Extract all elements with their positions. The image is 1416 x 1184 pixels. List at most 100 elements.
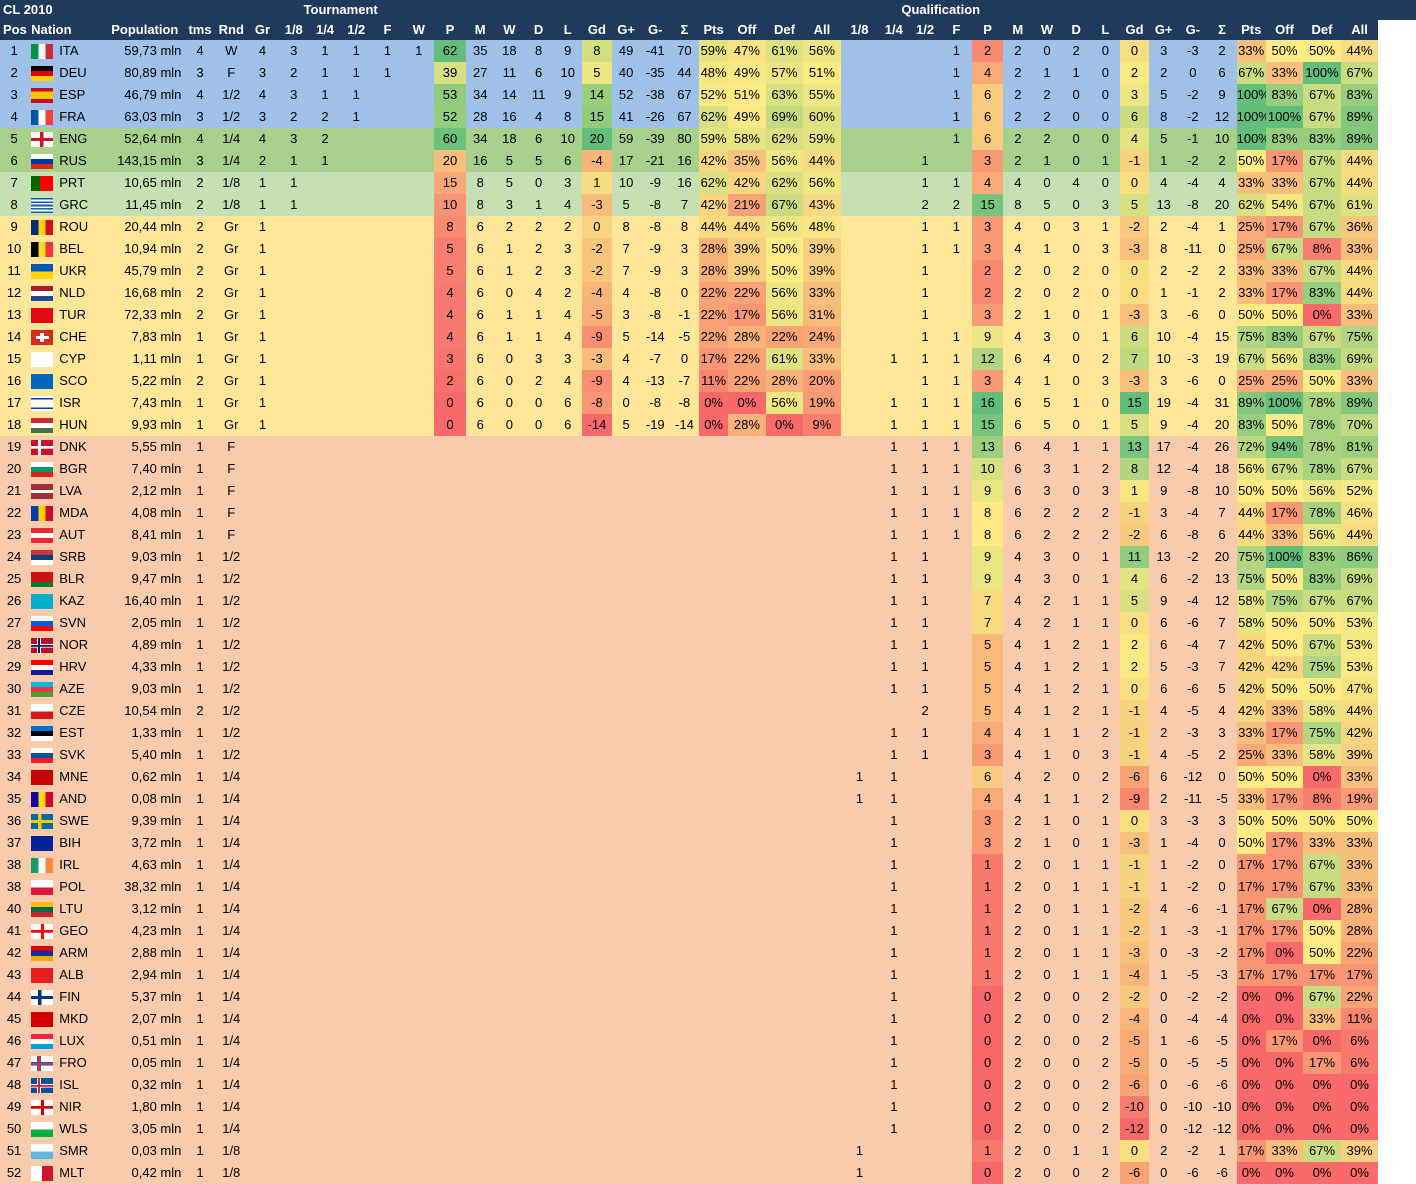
position-cell: 25 bbox=[6, 571, 22, 586]
qualification-stat-cell: -2 bbox=[1187, 571, 1199, 586]
tournament-stat-cell bbox=[766, 986, 804, 1008]
tournament-stat-cell bbox=[495, 1140, 524, 1162]
tournament-round-cell: 1 bbox=[383, 43, 392, 58]
tournament-round-cell bbox=[403, 1162, 434, 1184]
tournament-stat-cell bbox=[553, 612, 582, 634]
qualification-stat-cell: 33% bbox=[1265, 1140, 1304, 1162]
tournament-stat-cell bbox=[553, 1030, 582, 1052]
tournament-stat-cell: 3 bbox=[505, 197, 514, 212]
nation-cell: GRC bbox=[59, 197, 89, 212]
qualification-stat-cell: 44% bbox=[1236, 524, 1266, 546]
tournament-round-cell: 1 bbox=[258, 241, 267, 256]
teams-cell: 2 bbox=[196, 703, 204, 718]
qualification-stat-cell: 20 bbox=[1214, 549, 1230, 564]
teams-cell: 1 bbox=[196, 417, 204, 432]
qualification-stat-cell: 1 bbox=[1101, 307, 1109, 322]
tournament-round-cell bbox=[372, 216, 403, 238]
fro-flag-icon bbox=[31, 1056, 54, 1072]
tournament-stat-cell bbox=[803, 1030, 841, 1052]
tournament-stat-cell bbox=[612, 524, 641, 546]
qualification-stat-cell: 1 bbox=[971, 876, 1004, 898]
tournament-stat-cell: 0 bbox=[622, 395, 630, 410]
tournament-round-cell bbox=[403, 128, 434, 150]
population-cell: 7,83 mln bbox=[131, 329, 182, 344]
tournament-round-cell bbox=[403, 106, 434, 128]
qualification-stat-cell: 0 bbox=[1072, 373, 1080, 388]
tournament-stat-cell bbox=[524, 524, 553, 546]
qualification-round-cell: 1 bbox=[890, 527, 898, 542]
tournament-stat-cell bbox=[641, 1162, 670, 1184]
population-cell: 4,08 mln bbox=[131, 505, 182, 520]
qualification-round-cell bbox=[941, 612, 972, 634]
tournament-stat-cell: 4 bbox=[564, 329, 572, 344]
flag-cell bbox=[28, 304, 56, 326]
tournament-stat-cell bbox=[434, 920, 465, 942]
tournament-stat-cell: 10 bbox=[434, 194, 466, 216]
tournament-stat-cell: -4 bbox=[582, 150, 612, 172]
tournament-stat-cell: -13 bbox=[645, 373, 665, 388]
tournament-round-cell bbox=[309, 920, 340, 942]
tournament-stat-cell bbox=[766, 546, 804, 568]
round-cell: Gr bbox=[224, 241, 239, 256]
tournament-stat-cell: -19 bbox=[645, 417, 665, 432]
tournament-stat-cell bbox=[582, 788, 611, 810]
qualification-round-cell bbox=[878, 194, 909, 216]
qualification-round-cell bbox=[941, 876, 972, 898]
qualification-stat-cell: 86% bbox=[1340, 546, 1379, 568]
tournament-round-cell bbox=[309, 1162, 340, 1184]
tournament-stat-cell: -2 bbox=[582, 260, 612, 282]
qualification-stat-cell: 9 bbox=[971, 480, 1004, 502]
qualification-stat-cell: 2 bbox=[1072, 43, 1080, 58]
tournament-round-cell bbox=[247, 876, 278, 898]
tournament-stat-cell bbox=[524, 722, 553, 744]
qualification-stat-cell: -6 bbox=[1187, 307, 1199, 322]
tournament-stat-cell: 2 bbox=[534, 219, 543, 234]
qualification-stat-cell: 17% bbox=[1303, 1052, 1341, 1074]
qualification-stat-cell: 17% bbox=[1236, 964, 1266, 986]
tournament-stat-cell bbox=[728, 700, 766, 722]
tournament-stat-cell: 53 bbox=[434, 84, 466, 106]
tournament-round-cell bbox=[372, 282, 403, 304]
nation-cell: GEO bbox=[59, 923, 89, 938]
smr-flag-icon bbox=[31, 1144, 54, 1160]
tournament-stat-cell bbox=[728, 1096, 766, 1118]
qualification-stat-cell: 2 bbox=[971, 282, 1004, 304]
tournament-stat-cell bbox=[728, 986, 766, 1008]
tournament-stat-cell: -9 bbox=[582, 370, 612, 392]
tournament-stat-cell bbox=[466, 546, 495, 568]
qualification-stat-cell: 9 bbox=[1218, 87, 1226, 102]
qualification-stat-cell: 67% bbox=[1303, 172, 1341, 194]
qualification-stat-cell: 12 bbox=[1214, 109, 1230, 124]
qualification-stat-cell: 9 bbox=[1160, 593, 1168, 608]
tournament-stat-cell bbox=[434, 546, 465, 568]
tournament-stat-cell bbox=[803, 942, 841, 964]
tournament-stat-cell bbox=[582, 546, 611, 568]
qualification-round-cell bbox=[841, 722, 879, 744]
flag-cell bbox=[28, 854, 56, 876]
table-row: 12 NLD 16,68 mln 2 Gr 1 4 6 0 4 2 -4 4 -8 0 22% 22% 56% 33… bbox=[0, 282, 1416, 304]
column-header: Pts bbox=[1236, 20, 1266, 40]
tournament-stat-cell: 4 bbox=[564, 197, 572, 212]
qualification-stat-cell: 75% bbox=[1303, 722, 1341, 744]
qualification-round-cell: 1 bbox=[952, 131, 960, 146]
qualification-stat-cell: -2 bbox=[1187, 879, 1199, 894]
tournament-round-cell bbox=[403, 1030, 434, 1052]
tournament-stat-cell bbox=[553, 1118, 582, 1140]
qualification-stat-cell: 0% bbox=[1265, 1118, 1304, 1140]
qualification-stat-cell: -6 bbox=[1119, 1162, 1150, 1184]
nation-cell: IRL bbox=[59, 857, 80, 872]
qualification-round-cell bbox=[941, 678, 972, 700]
tournament-stat-cell bbox=[434, 656, 465, 678]
column-header: P bbox=[434, 20, 466, 40]
qualification-stat-cell: 1 bbox=[1101, 615, 1109, 630]
qualification-stat-cell: 61% bbox=[1340, 194, 1379, 216]
tournament-round-cell bbox=[278, 612, 309, 634]
qualification-stat-cell: 0 bbox=[1160, 1055, 1168, 1070]
qualification-round-cell bbox=[841, 392, 879, 414]
qualification-stat-cell: 1 bbox=[1101, 549, 1109, 564]
tournament-stat-cell bbox=[612, 1162, 641, 1184]
tournament-round-cell bbox=[403, 942, 434, 964]
tournament-round-cell bbox=[309, 942, 340, 964]
qualification-stat-cell: 1 bbox=[971, 920, 1004, 942]
nation-cell: ENG bbox=[59, 131, 88, 146]
